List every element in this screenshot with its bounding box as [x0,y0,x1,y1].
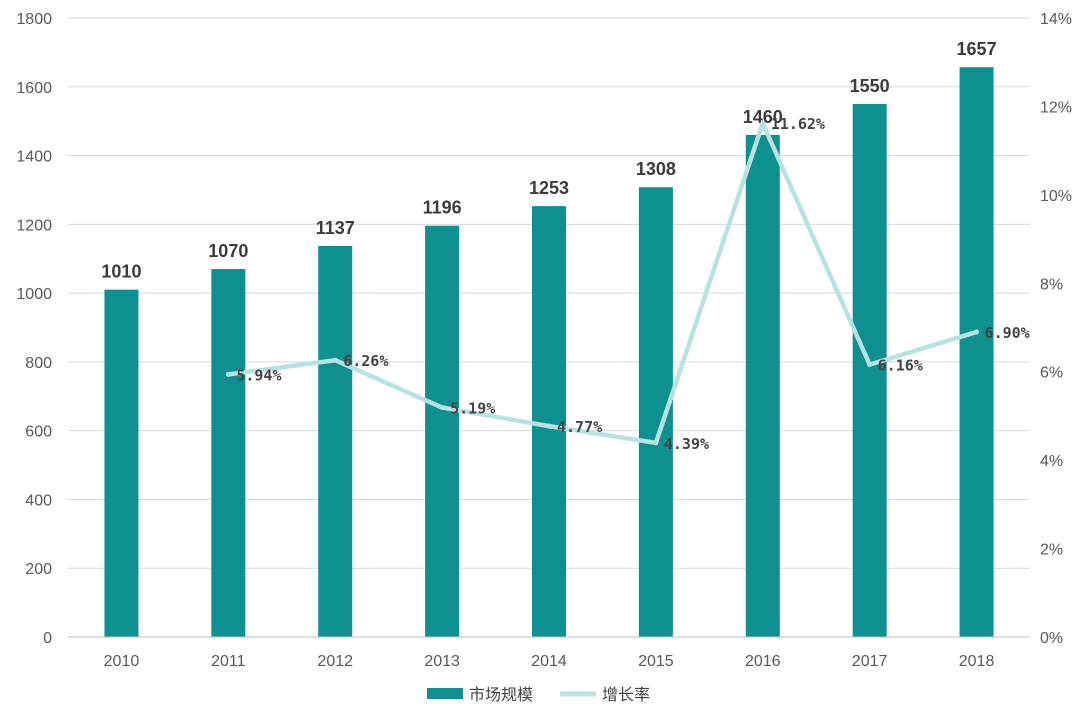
x-axis-tick-label: 2018 [959,653,995,670]
line-value-label: 4.39% [664,435,709,453]
y2-axis-tick-label: 10% [1040,188,1072,205]
line-value-label: 11.62% [771,115,825,133]
bar [211,269,246,637]
y-axis-tick-label: 800 [25,355,52,372]
line-value-label: 6.26% [343,352,388,370]
x-axis-tick-label: 2014 [531,653,567,670]
legend-swatch-bar [427,688,463,699]
x-axis-tick-label: 2012 [317,653,353,670]
line-point [760,120,766,126]
line-point [439,405,445,411]
x-axis-tick-label: 2017 [852,653,888,670]
bar [425,225,460,637]
legend: 市场规模 增长率 [427,685,650,704]
legend-label-line: 增长率 [602,685,650,704]
y2-axis-tick-label: 2% [1040,542,1063,559]
y-axis-tick-label: 1400 [16,149,52,166]
bar [745,134,780,637]
y2-axis-tick-label: 14% [1040,11,1072,28]
line-point [974,329,980,335]
x-axis-tick-label: 2015 [638,653,674,670]
bar-value-label: 1460 [743,107,783,127]
bar-value-label: 1308 [636,159,676,179]
bar [318,245,353,637]
y-axis-tick-label: 1200 [16,217,52,234]
line-value-label: 5.94% [236,366,281,384]
bar-value-label: 1010 [101,262,141,282]
line-value-label: 6.16% [878,357,923,375]
bar [959,67,994,638]
line-value-label: 5.19% [450,400,495,418]
axes: 0 200 400 600 800 1000 1200 1400 1600 1800 0% 2% 4% 6… [16,11,1072,670]
growth-rate-line [226,120,979,446]
bar-value-label: 1196 [423,198,462,218]
x-axis-tick-label: 2011 [211,653,246,670]
bar-value-label: 1253 [529,178,569,198]
legend-label-bar: 市场规模 [469,685,533,704]
y-axis-tick-label: 200 [25,561,52,578]
x-axis-tick-label: 2016 [745,653,781,670]
bar-value-label: 1657 [957,39,997,59]
y2-axis-tick-label: 12% [1040,99,1072,116]
y-axis-tick-label: 1000 [16,286,52,303]
line-point [653,440,659,446]
y-axis-tick-label: 600 [25,424,52,441]
bar [852,103,887,637]
y-axis-tick-label: 1600 [16,80,52,97]
line-value-label: 4.77% [557,418,602,436]
x-axis-tick-label: 2010 [104,653,140,670]
line-point [546,423,552,429]
line-point [867,362,873,368]
y2-axis-tick-label: 8% [1040,276,1063,293]
bar-series [104,67,994,638]
line-point [225,371,231,377]
bar-data-labels: 1010 1070 1137 1196 1253 1308 1460 1550 1657 [101,39,996,281]
y2-axis-tick-label: 6% [1040,365,1063,382]
bar-value-label: 1137 [316,218,355,238]
y2-axis-tick-label: 4% [1040,453,1063,470]
y-axis-tick-label: 0 [43,630,52,647]
y2-axis-tick-label: 0% [1040,630,1063,647]
line-series [225,120,980,446]
bar [104,289,139,637]
line-data-labels: 5.94% 6.26% 5.19% 4.77% 4.39% 11.62% 6.16% 6.90… [236,115,1029,453]
line-point [332,357,338,363]
bar [532,206,566,637]
y-axis-tick-label: 400 [25,492,52,509]
bar-value-label: 1550 [850,76,890,96]
y-axis-tick-label: 1800 [16,11,52,28]
line-value-label: 6.90% [985,324,1030,342]
x-axis-tick-label: 2013 [424,653,460,670]
bar-value-label: 1070 [208,241,248,261]
